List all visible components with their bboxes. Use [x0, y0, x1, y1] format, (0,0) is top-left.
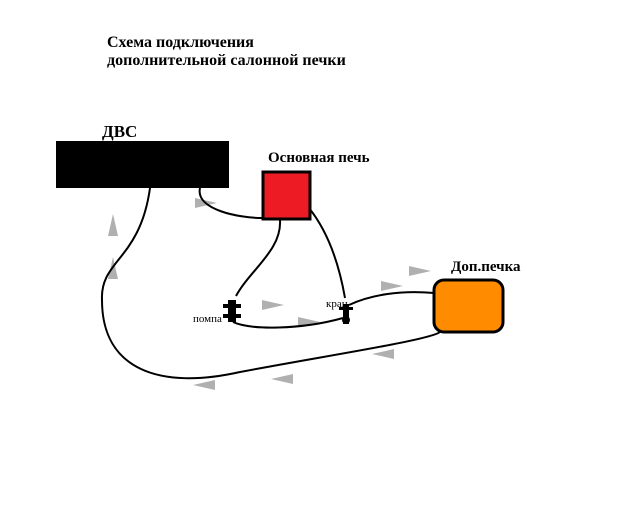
hose-line	[349, 292, 434, 305]
aux-heater-block	[434, 280, 503, 332]
flow-arrow	[409, 266, 431, 276]
flow-arrow	[381, 281, 403, 291]
flow-arrow	[108, 214, 118, 236]
hose-line	[233, 318, 343, 328]
pump-icon	[223, 314, 241, 318]
pump-icon	[228, 300, 236, 322]
pump-icon	[223, 304, 241, 308]
flow-arrow	[262, 300, 284, 310]
flow-arrow	[271, 374, 293, 384]
valve-icon	[342, 316, 350, 324]
valve-icon	[339, 307, 353, 310]
hose-line	[236, 220, 280, 296]
engine-block	[56, 141, 229, 188]
diagram-canvas	[0, 0, 640, 522]
flow-arrow	[193, 380, 215, 390]
flow-arrow	[372, 349, 394, 359]
main-heater-block	[263, 172, 310, 219]
hose-line	[309, 208, 345, 298]
